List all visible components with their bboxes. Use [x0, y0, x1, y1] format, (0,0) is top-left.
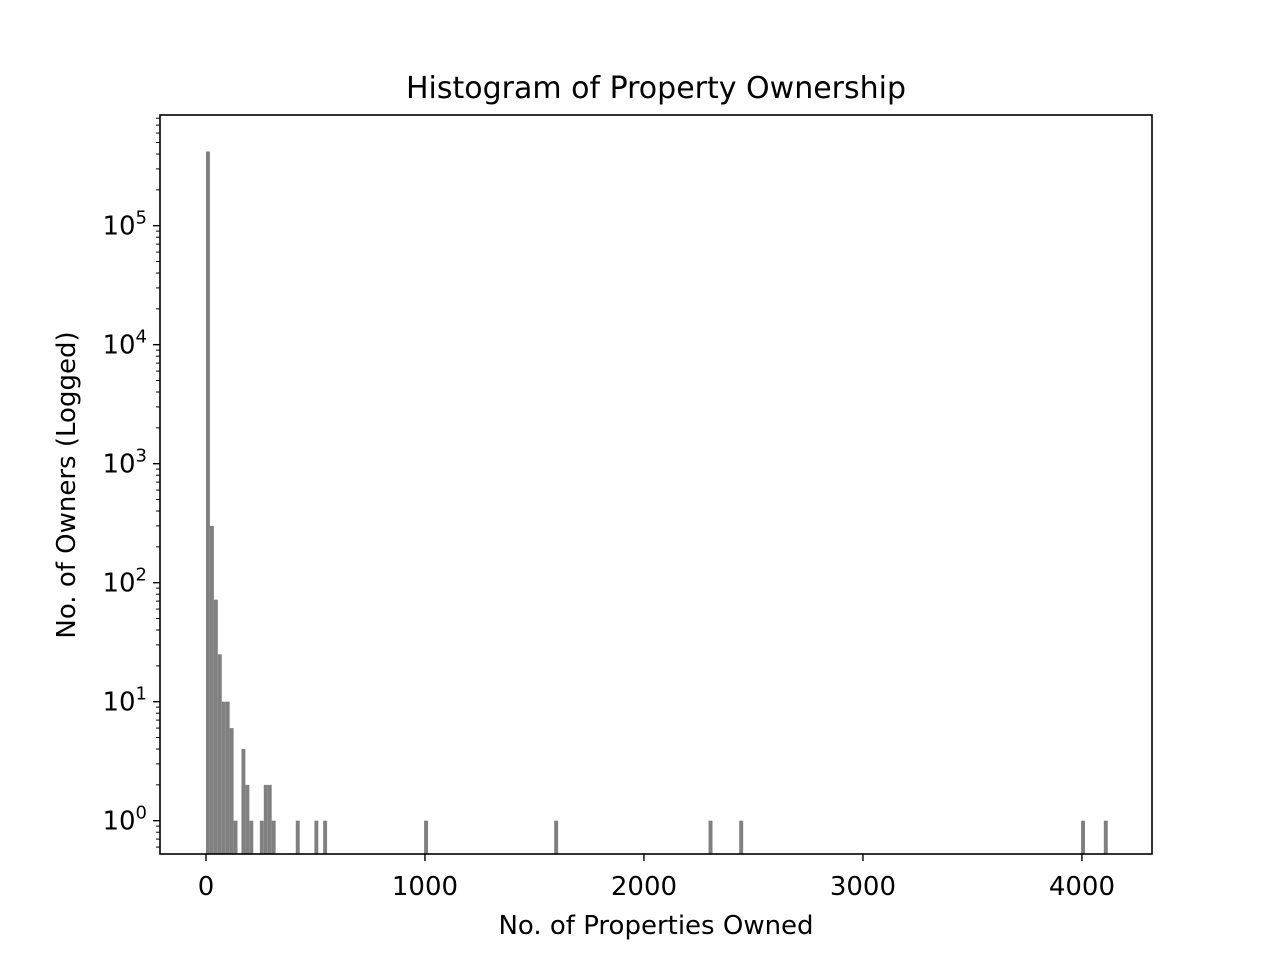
x-tick-label: 3000	[830, 872, 896, 902]
histogram-bar	[217, 654, 222, 854]
histogram-bar	[314, 820, 319, 854]
histogram-bar	[267, 784, 272, 854]
histogram-bar	[1081, 820, 1085, 854]
y-tick-label: 102	[102, 565, 147, 599]
x-tick-label: 2000	[611, 872, 677, 902]
histogram-bar	[205, 151, 210, 854]
x-tick-label: 1000	[392, 872, 458, 902]
histogram-bar	[233, 820, 238, 854]
x-tick-label: 0	[198, 872, 215, 902]
histogram-bar	[271, 820, 276, 854]
histogram-bar	[213, 599, 218, 854]
y-tick-label: 105	[102, 208, 147, 242]
histogram-bar	[245, 784, 250, 854]
x-axis-label: No. of Properties Owned	[498, 911, 813, 941]
histogram-bar	[259, 820, 264, 854]
histogram-bar	[708, 820, 713, 854]
chart-title: Histogram of Property Ownership	[406, 71, 906, 106]
histogram-bar	[209, 525, 214, 854]
y-axis-ticks: 100 101 102 103 104 105	[102, 117, 160, 848]
histogram-bar	[263, 784, 268, 854]
x-tick-label: 4000	[1049, 872, 1115, 902]
plot-frame	[159, 114, 1153, 855]
histogram-bar	[249, 820, 254, 854]
histogram-bar	[323, 820, 328, 854]
histogram-bar	[739, 820, 744, 854]
y-tick-label: 104	[102, 327, 147, 361]
y-tick-label: 101	[102, 684, 147, 718]
y-tick-label: 103	[102, 446, 147, 480]
histogram-bar	[295, 820, 300, 854]
histogram-bar	[1103, 820, 1108, 854]
y-tick-label: 100	[102, 803, 147, 837]
histogram-bar	[221, 701, 226, 854]
histogram-bar	[229, 728, 234, 854]
histogram-bar	[424, 820, 429, 854]
histogram-bar	[241, 749, 246, 854]
histogram-bar	[225, 701, 230, 854]
x-axis-ticks: 0 1000 2000 3000 4000	[198, 854, 1115, 902]
bars-group	[205, 151, 1108, 854]
y-axis-label: No. of Owners (Logged)	[52, 331, 82, 638]
histogram-bar	[554, 820, 559, 854]
